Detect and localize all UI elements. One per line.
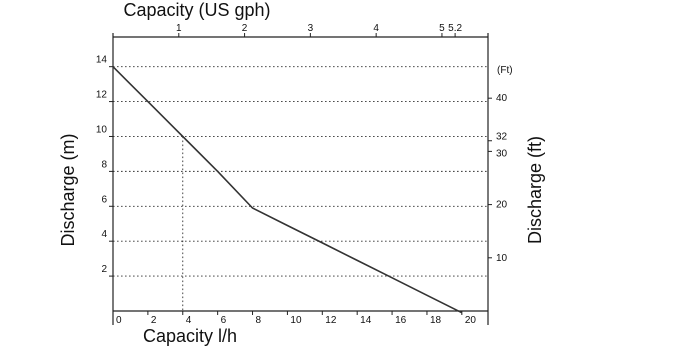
y2-tick-label: 30: [496, 148, 508, 159]
x-tick-label: 2: [151, 315, 157, 326]
gridlines: [113, 66, 488, 311]
x2-tick-label: 4: [373, 23, 379, 34]
x-tick-label: 8: [256, 315, 262, 326]
x-tick-label: 14: [360, 315, 372, 326]
y2-unit-label: (Ft): [497, 65, 513, 76]
y-tick-label: 6: [101, 194, 107, 205]
x-tick-label: 10: [290, 315, 302, 326]
y-tick-label: 2: [101, 264, 107, 275]
x-axis-title: Capacity l/h: [143, 326, 237, 346]
x2-tick-label: 1: [176, 23, 182, 34]
x-tick-label: 0: [116, 315, 122, 326]
y-tick-label: 4: [101, 229, 107, 240]
x-tick-label: 16: [395, 315, 407, 326]
x-tick-label: 6: [221, 315, 227, 326]
y2-tick-label: 32: [496, 132, 508, 143]
x2-axis-title: Capacity (US gph): [123, 0, 270, 20]
y-tick-label: 10: [96, 124, 108, 135]
y-tick-label: 12: [96, 90, 108, 101]
x-tick-label: 18: [430, 315, 442, 326]
x-tick-label: 12: [325, 315, 337, 326]
series-line: [112, 66, 463, 314]
x2-tick-label: 5.2: [448, 23, 462, 34]
y-tick-label: 8: [101, 159, 107, 170]
y2-tick-label: 40: [496, 93, 508, 104]
y-tick-label: 14: [96, 55, 108, 66]
x-tick-label: 20: [465, 315, 477, 326]
y-axis-title: Discharge (m): [58, 133, 78, 246]
x2-tick-label: 2: [242, 23, 248, 34]
x-tick-label: 4: [186, 315, 192, 326]
tick-labels: 0 2 4 6 8 10 12 14 16 18 201 2 3 4 5 5.2246810121410203…: [96, 23, 508, 326]
data-series: [112, 66, 463, 314]
axes: [109, 33, 492, 325]
y2-tick-label: 20: [496, 200, 508, 211]
y2-tick-label: 10: [496, 253, 508, 264]
y2-axis-title: Discharge (ft): [525, 136, 545, 244]
x2-tick-label: 3: [308, 23, 314, 34]
x2-tick-label: 5: [439, 23, 445, 34]
